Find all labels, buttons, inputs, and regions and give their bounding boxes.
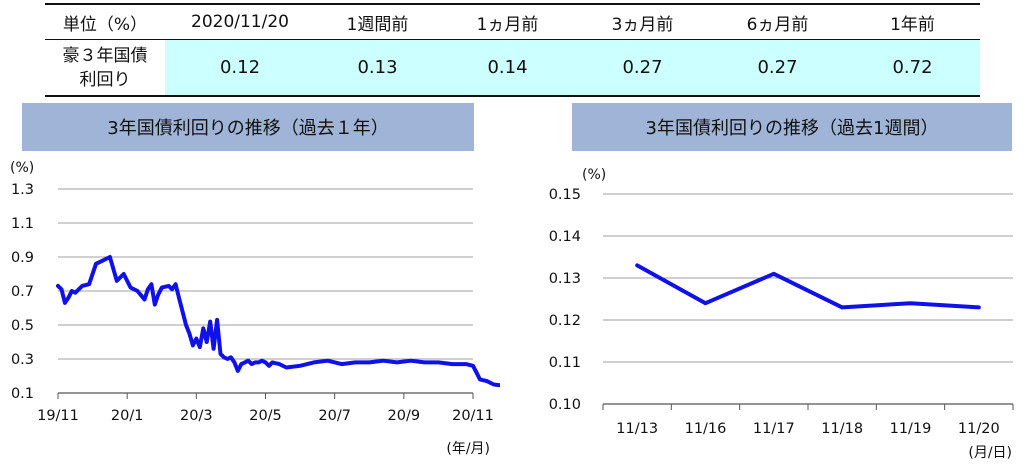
chart1-xtick-label: 19/11 — [37, 408, 79, 424]
chart1-x-unit: (年/月) — [446, 441, 490, 457]
table-row: 豪３年国債 利回り 0.12 0.13 0.14 0.27 0.27 0.72 — [45, 39, 980, 97]
chart1-xtick-label: 20/11 — [452, 408, 494, 424]
chart2-ytick-label: 0.13 — [549, 271, 581, 287]
chart1-y-unit: (%) — [10, 160, 34, 176]
table-header-date: 2020/11/20 — [165, 3, 315, 40]
chart2-xtick-label: 11/20 — [958, 421, 1000, 437]
chart2-ytick-label: 0.12 — [549, 313, 581, 329]
chart1-title: 3年国債利回りの推移（過去１年） — [22, 103, 474, 151]
table-cell: 0.27 — [575, 39, 710, 97]
table-cell: 0.14 — [440, 39, 575, 97]
table-header-unit: 単位（%） — [45, 3, 165, 40]
chart2-xtick-label: 11/19 — [890, 421, 932, 437]
chart1-xtick-label: 20/1 — [111, 408, 144, 424]
chart2-xtick-label: 11/16 — [685, 421, 727, 437]
chart1-xtick-label: 20/9 — [388, 408, 421, 424]
table-header-row: 単位（%） 2020/11/20 1週間前 1ヵ月前 3ヵ月前 6ヵ月前 1年前 — [45, 3, 980, 40]
chart1-series-line — [56, 255, 500, 388]
chart1-ytick-label: 0.9 — [11, 250, 34, 266]
chart2-x-unit: (月/日) — [968, 445, 1012, 461]
chart2-xtick-label: 11/13 — [616, 421, 658, 437]
chart1-ytick-label: 0.5 — [11, 318, 34, 334]
chart2-series-line — [635, 263, 981, 310]
chart1-xtick-label: 20/5 — [249, 408, 282, 424]
row-label: 豪３年国債 利回り — [45, 39, 165, 97]
table-header-6month: 6ヵ月前 — [710, 3, 845, 40]
table-cell: 0.13 — [315, 39, 440, 97]
chart2-ytick-label: 0.15 — [549, 187, 581, 203]
row-label-line: 利回り — [79, 69, 131, 90]
table-cell: 0.27 — [710, 39, 845, 97]
yield-summary-table: 単位（%） 2020/11/20 1週間前 1ヵ月前 3ヵ月前 6ヵ月前 1年前… — [45, 3, 980, 97]
table-header-1week: 1週間前 — [315, 3, 440, 40]
chart2-y-unit: (%) — [582, 167, 606, 183]
table-cell: 0.12 — [165, 39, 315, 97]
table-header-1month: 1ヵ月前 — [440, 3, 575, 40]
chart2-xtick-label: 11/17 — [753, 421, 795, 437]
chart2-ytick-label: 0.14 — [549, 229, 581, 245]
chart1-xtick-label: 20/3 — [180, 408, 213, 424]
row-label-line: 豪３年国債 — [62, 45, 148, 66]
chart1-ytick-label: 1.1 — [11, 216, 34, 232]
chart1-ytick-label: 1.3 — [11, 182, 34, 198]
chart2-xtick-label: 11/18 — [821, 421, 863, 437]
chart2-ytick-label: 0.10 — [549, 397, 581, 413]
chart1-ytick-label: 0.3 — [11, 352, 34, 368]
chart1-xtick-label: 20/7 — [318, 408, 351, 424]
chart2-title: 3年国債利回りの推移（過去1週間） — [572, 103, 1012, 151]
chart1-yield-1year: 0.1 0.3 0.5 0.7 0.9 1.1 1.3 19/11 20/1 20/3 20/5 20… — [10, 160, 500, 457]
table-cell: 0.72 — [845, 39, 980, 97]
table-header-1year: 1年前 — [845, 3, 980, 40]
chart2-yield-1week: 0.10 0.11 0.12 0.13 0.14 0.15 11/13 11/16 11/17 1… — [549, 167, 1014, 461]
chart1-ytick-label: 0.1 — [11, 386, 34, 402]
table-header-3month: 3ヵ月前 — [575, 3, 710, 40]
chart1-ytick-label: 0.7 — [11, 284, 34, 300]
chart2-ytick-label: 0.11 — [549, 355, 581, 371]
